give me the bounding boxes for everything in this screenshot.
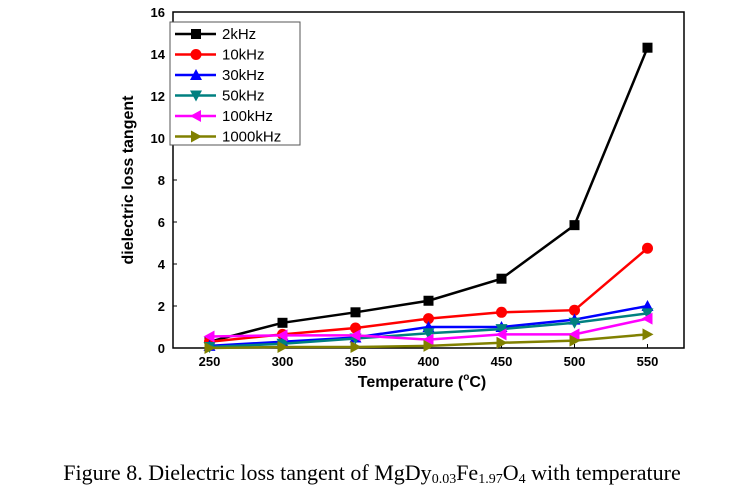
data-point [422,333,434,346]
legend-label: 50kHz [222,88,265,105]
x-tick-label: 500 [564,354,586,369]
legend-label: 100kHz [222,108,273,125]
data-point [350,307,361,318]
data-point [642,328,654,341]
x-tick-label: 400 [418,354,440,369]
legend-item: 10kHz [175,47,265,64]
legend: 2kHz 10kHz 30kHz 50kHz 100kHz 1000kHz [169,21,301,146]
y-tick-label: 14 [151,47,166,62]
data-point [423,313,434,325]
y-axis: 0 2 4 6 8 10 12 14 16 [151,5,177,356]
data-point [569,220,580,231]
legend-label: 2kHz [222,26,256,43]
data-point [496,306,507,318]
data-point [641,308,654,320]
legend-item: 1000kHz [175,129,281,146]
data-point [277,340,289,353]
data-point [642,242,653,254]
legend-box [169,21,301,146]
x-axis: 250 300 350 400 450 500 550 [199,344,659,369]
y-tick-label: 8 [158,173,165,188]
data-point [204,342,216,354]
x-axis-label: Temperature (oC) [358,372,487,391]
y-tick-label: 10 [151,131,165,146]
data-point [203,330,215,343]
x-tick-label: 250 [199,354,221,369]
legend-marker [190,110,201,122]
data-point [569,304,580,316]
legend-marker [191,29,201,39]
data-point [569,334,581,347]
legend-item: 50kHz [175,88,265,105]
legend-item: 100kHz [175,108,273,125]
series-100kHz [203,312,653,346]
legend-marker [190,90,202,102]
data-point [495,328,507,341]
legend-item: 2kHz [175,26,256,43]
legend-label: 1000kHz [222,129,281,146]
data-point [568,317,581,329]
x-tick-label: 550 [637,354,659,369]
data-point [642,42,653,53]
data-point [422,328,435,340]
data-point [349,329,361,342]
data-point [423,295,434,306]
y-tick-label: 0 [158,341,165,356]
data-point [276,329,288,342]
data-point [423,339,435,352]
y-tick-label: 2 [158,299,165,314]
x-tick-label: 300 [272,354,294,369]
data-point [496,273,507,284]
x-tick-label: 350 [345,354,367,369]
legend-marker [191,130,202,143]
data-point [495,324,508,336]
data-point [277,317,288,328]
legend-label: 10kHz [222,47,265,64]
legend-marker [190,49,202,60]
legend-item: 30kHz [175,67,265,84]
y-tick-label: 12 [151,89,165,104]
x-tick-label: 450 [491,354,513,369]
y-tick-label: 16 [151,5,165,20]
y-axis-label: dielectric loss tangent [120,95,137,265]
data-point [641,300,654,311]
series-group [203,42,654,354]
chart: 0 2 4 6 8 10 12 14 16 250 300 350 400 450 500 550 diel… [120,5,685,391]
figure-caption: Figure 8. Dielectric loss tangent of MgD… [63,460,681,487]
data-point [568,328,580,341]
data-point [641,312,653,325]
legend-label: 30kHz [222,67,265,84]
data-point [496,336,508,349]
data-point [350,340,362,353]
y-tick-label: 4 [158,257,166,272]
legend-marker [190,69,202,80]
y-tick-label: 6 [158,215,165,230]
series-1000kHz [204,328,654,354]
